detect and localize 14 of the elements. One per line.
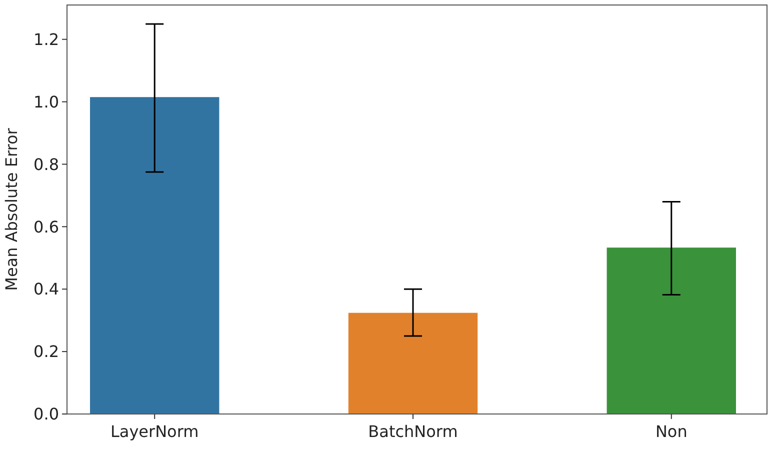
y-tick-label: 0.2 — [34, 342, 59, 362]
bar — [606, 248, 736, 414]
y-tick-label: 1.2 — [34, 30, 59, 49]
y-tick-label: 0.0 — [34, 404, 59, 424]
bar — [348, 312, 478, 414]
y-axis-title: Mean Absolute Error — [2, 128, 21, 291]
y-tick-label: 0.8 — [34, 154, 59, 174]
y-tick-label: 1.0 — [34, 92, 59, 112]
x-tick-label: BatchNorm — [368, 422, 458, 441]
x-tick-label: LayerNorm — [110, 422, 199, 441]
bar — [90, 97, 220, 414]
y-tick-label: 0.4 — [34, 280, 59, 299]
y-tick-label: 0.6 — [34, 217, 59, 236]
x-tick-label: Non — [655, 422, 688, 441]
